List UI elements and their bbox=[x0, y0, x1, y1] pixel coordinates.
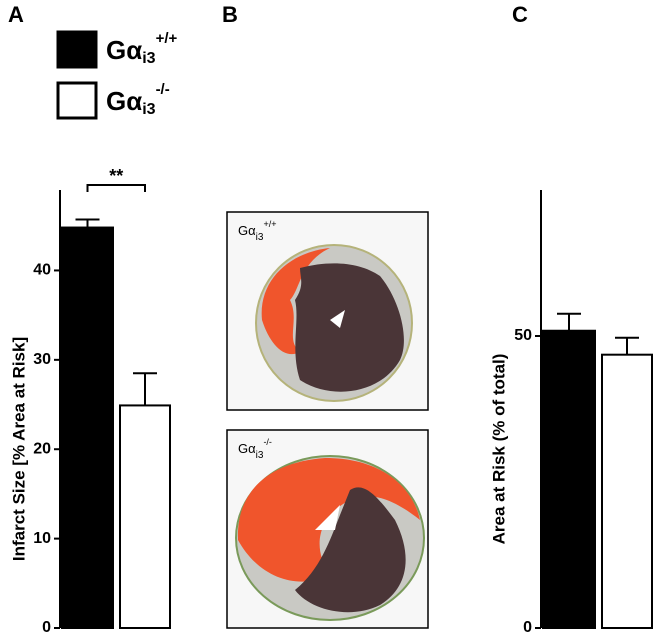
y-axis-label: Infarct Size [% Area at Risk] bbox=[9, 337, 28, 561]
y-tick-label: 50 bbox=[514, 327, 532, 344]
bar bbox=[542, 329, 596, 629]
panel-letter: C bbox=[512, 2, 528, 27]
label-sub: i3 bbox=[256, 232, 264, 243]
heart-image bbox=[226, 211, 429, 411]
image-label: Gαi3 -/- bbox=[238, 437, 272, 460]
image-label: Gαi3 +/+ bbox=[238, 219, 276, 242]
bar bbox=[119, 404, 171, 630]
legend-label: Gαi3+/+ bbox=[106, 30, 177, 67]
label-base: Gα bbox=[106, 35, 142, 65]
panel-letter: A bbox=[8, 2, 24, 27]
bar bbox=[601, 353, 653, 629]
y-tick-label: 0 bbox=[523, 619, 532, 636]
y-tick-label: 30 bbox=[33, 351, 51, 368]
significance-bracket bbox=[86, 184, 146, 192]
heart-image bbox=[226, 429, 429, 629]
y-tick-label: 40 bbox=[33, 262, 51, 279]
label-sup: +/+ bbox=[156, 30, 178, 47]
y-tick-label: 0 bbox=[42, 619, 51, 636]
y-tick-label: 10 bbox=[33, 530, 51, 547]
label-sub: i3 bbox=[256, 450, 264, 461]
legend-swatch bbox=[56, 81, 98, 120]
y-axis-label: Area at Risk (% of total) bbox=[489, 354, 508, 545]
label-sup: -/- bbox=[156, 81, 170, 98]
label-base: Gα bbox=[106, 86, 142, 116]
label-sub: i3 bbox=[142, 50, 155, 67]
label-base: Gα bbox=[238, 441, 256, 456]
y-tick-label: 20 bbox=[33, 440, 51, 457]
significance-label: ** bbox=[109, 166, 123, 186]
label-sup: -/- bbox=[263, 437, 272, 447]
legend-swatch bbox=[56, 30, 98, 69]
panel-letter: B bbox=[222, 2, 238, 27]
label-sub: i3 bbox=[142, 101, 155, 118]
bar bbox=[61, 226, 114, 630]
label-base: Gα bbox=[238, 223, 256, 238]
legend-label: Gαi3-/- bbox=[106, 81, 170, 118]
label-sup: +/+ bbox=[263, 219, 276, 229]
